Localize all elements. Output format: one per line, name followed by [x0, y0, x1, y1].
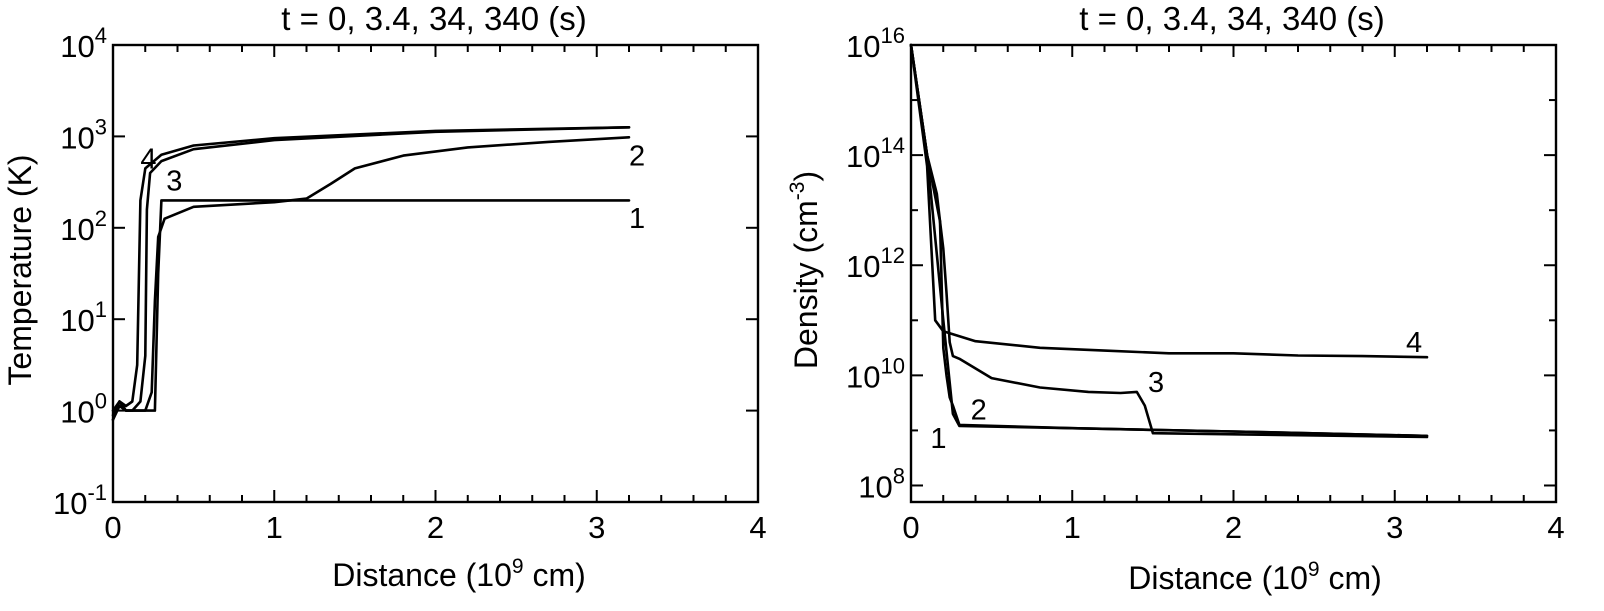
- density-series-label-2: 2: [971, 394, 987, 426]
- density-y-tick-label-0: 108: [858, 463, 905, 504]
- temperature-x-tick-label-2: 2: [427, 510, 444, 545]
- temperature-y-tick-label-4: 103: [60, 114, 107, 155]
- temperature-y-tick-label-5: 104: [60, 23, 107, 64]
- temperature-y-tick-label-0: 10-1: [53, 480, 107, 521]
- temperature-series-line-1: [111, 199, 631, 412]
- density-x-tick-label-4: 4: [1547, 510, 1564, 545]
- temperature-y-axis-label: Temperature (K): [2, 154, 38, 385]
- density-x-tick-label-3: 3: [1386, 510, 1403, 545]
- temperature-y-tick-label-1: 100: [60, 389, 107, 430]
- density-chart-title: t = 0, 3.4, 34, 340 (s): [1079, 0, 1384, 37]
- temperature-x-tick-label-1: 1: [266, 510, 283, 545]
- temperature-series-label-2: 2: [629, 141, 645, 173]
- temperature-series-line-3: [111, 126, 631, 417]
- density-y-tick-label-3: 1014: [846, 133, 905, 174]
- density-series-line-3: [909, 43, 1429, 439]
- temperature-y-tick-label-2: 101: [60, 297, 107, 338]
- density-series: 12 3 4: [909, 43, 1429, 455]
- density-x-tick-label-1: 1: [1064, 510, 1081, 545]
- temperature-series-label-3: 3: [166, 165, 182, 197]
- temperature-y-tick-label-3: 102: [60, 206, 107, 247]
- temperature-x-tick-label-0: 0: [104, 510, 121, 545]
- temperature-series-line-2: [111, 136, 631, 421]
- temperature-chart: t = 0, 3.4, 34, 340 (s) 10-1100101102103…: [2, 0, 767, 593]
- temperature-x-axis-label: Distance (109 cm): [332, 555, 586, 593]
- density-y-axis-label: Density (cm-3): [786, 171, 824, 369]
- temperature-series-label-1: 1: [629, 203, 645, 235]
- temperature-series-line-4: [111, 126, 631, 421]
- temperature-series: 1 2 34: [111, 126, 645, 421]
- density-series-line-4: [909, 43, 1429, 359]
- temperature-chart-title: t = 0, 3.4, 34, 340 (s): [281, 0, 586, 37]
- density-series-label-3: 3: [1148, 367, 1164, 399]
- density-series-label-4: 4: [1406, 327, 1422, 359]
- density-chart: t = 0, 3.4, 34, 340 (s) 1081010101210141…: [786, 0, 1565, 596]
- density-x-axis-label: Distance (109 cm): [1128, 558, 1382, 596]
- density-y-tick-label-2: 1012: [846, 243, 905, 284]
- density-x-tick-label-0: 0: [902, 510, 919, 545]
- temperature-plot-frame: [111, 43, 760, 504]
- density-y-ticks: 108 1010 1012 1014 1016: [846, 23, 1556, 504]
- density-y-tick-label-1: 1010: [846, 353, 905, 394]
- density-series-label-1: 1: [930, 423, 946, 455]
- temperature-series-label-4: 4: [140, 143, 156, 175]
- density-y-tick-label-4: 1016: [846, 23, 905, 64]
- density-x-tick-label-2: 2: [1225, 510, 1242, 545]
- temperature-x-tick-label-3: 3: [588, 510, 605, 545]
- temperature-x-tick-label-4: 4: [749, 510, 766, 545]
- density-series-line-2: [909, 43, 1429, 438]
- temperature-y-ticks: 10-1 100 101 102 103 104: [53, 23, 758, 521]
